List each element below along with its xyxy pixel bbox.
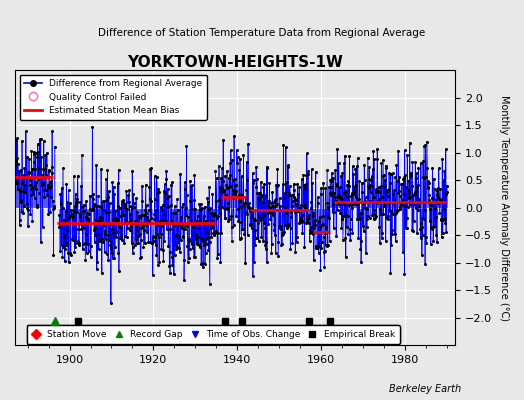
Y-axis label: Monthly Temperature Anomaly Difference (°C): Monthly Temperature Anomaly Difference (… — [499, 95, 509, 321]
Legend: Station Move, Record Gap, Time of Obs. Change, Empirical Break: Station Move, Record Gap, Time of Obs. C… — [27, 326, 400, 344]
Text: Berkeley Earth: Berkeley Earth — [389, 384, 461, 394]
Title: YORKTOWN-HEIGHTS-1W: YORKTOWN-HEIGHTS-1W — [127, 55, 343, 70]
Text: Difference of Station Temperature Data from Regional Average: Difference of Station Temperature Data f… — [99, 28, 425, 38]
